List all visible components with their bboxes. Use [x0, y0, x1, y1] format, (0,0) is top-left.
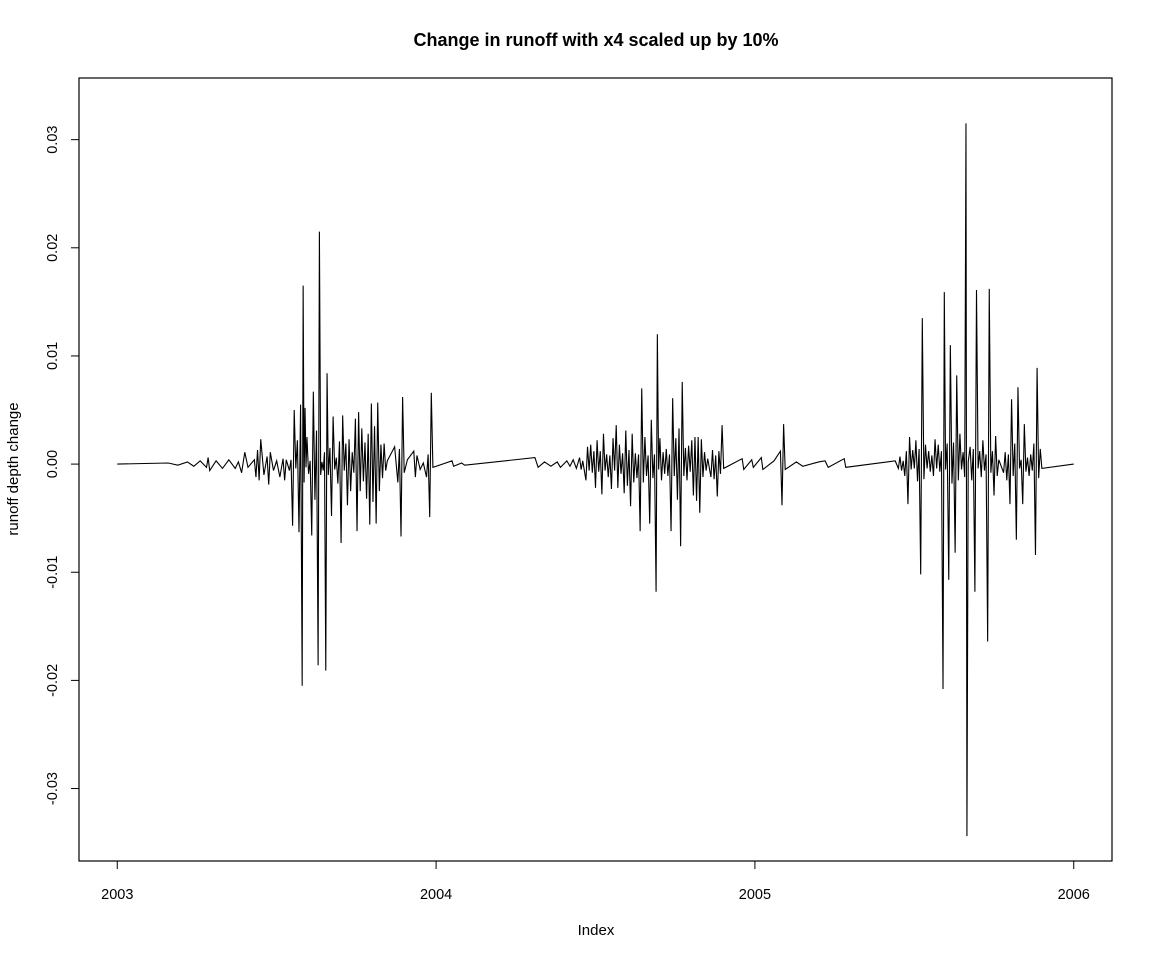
y-tick-label: 0.02 [45, 234, 61, 262]
y-tick-label: 0.00 [45, 450, 61, 478]
series-layer [117, 123, 1074, 837]
x-tick-label: 2005 [739, 887, 771, 903]
y-tick-label: -0.02 [45, 664, 61, 697]
y-tick-label: 0.03 [45, 126, 61, 154]
y-tick-label: -0.03 [45, 772, 61, 805]
x-tick-label: 2006 [1058, 887, 1090, 903]
x-axis-label: Index [578, 922, 615, 939]
x-tick-label: 2003 [101, 887, 133, 903]
series-line [117, 123, 1074, 837]
chart-title: Change in runoff with x4 scaled up by 10… [413, 30, 778, 50]
y-axis-label: runoff depth change [5, 402, 22, 535]
y-tick-label: 0.01 [45, 342, 61, 370]
plot-area-frame [78, 77, 1113, 862]
x-tick-label: 2004 [420, 887, 452, 903]
x-axis: 2003 2004 2005 2006 [101, 860, 1090, 903]
y-axis: -0.03 -0.02 -0.01 0.00 0.01 0.02 0.03 [45, 126, 80, 805]
y-tick-label: -0.01 [45, 556, 61, 589]
